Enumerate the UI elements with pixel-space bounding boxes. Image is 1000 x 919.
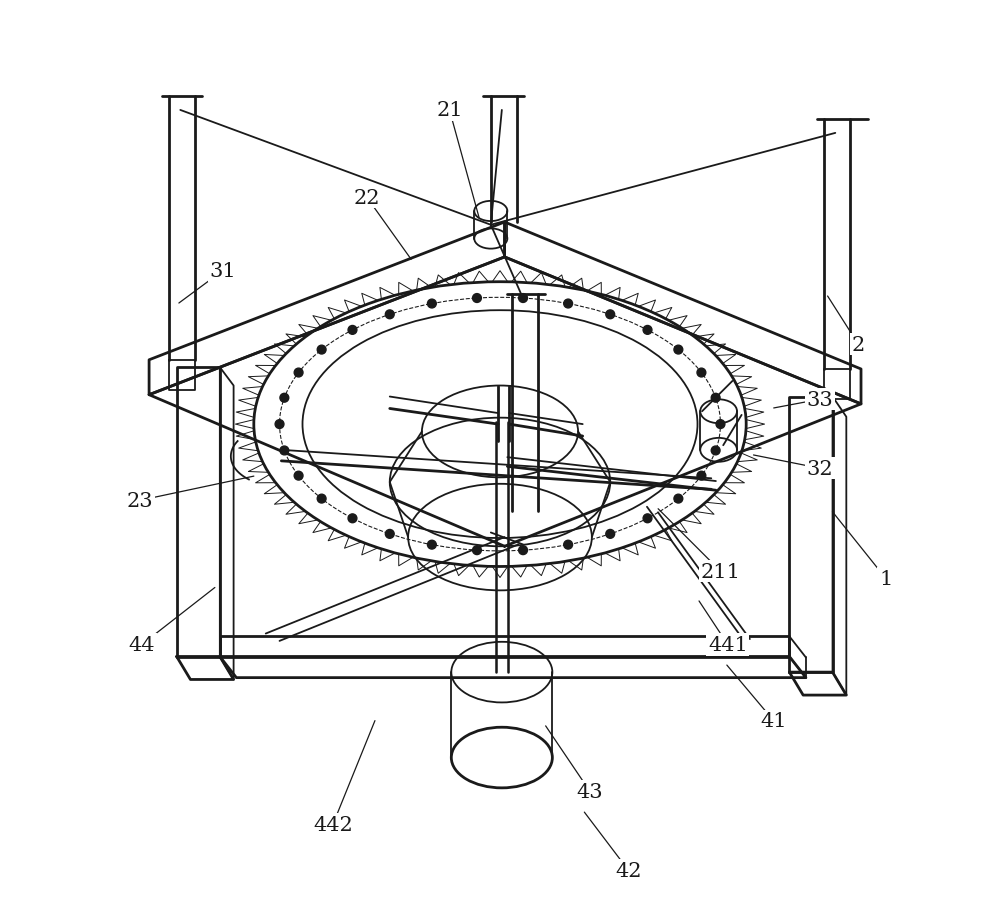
Circle shape [275,420,284,429]
Text: 43: 43 [577,782,603,801]
Circle shape [427,300,436,309]
Text: 31: 31 [209,262,236,281]
Text: 41: 41 [760,711,787,731]
Circle shape [606,311,615,320]
Text: 211: 211 [700,562,740,581]
Text: 44: 44 [128,635,155,654]
Circle shape [697,471,706,481]
Circle shape [711,447,720,455]
Circle shape [606,530,615,539]
Circle shape [716,420,725,429]
Text: 22: 22 [354,188,380,208]
Circle shape [294,369,303,378]
Text: 33: 33 [806,391,833,409]
Circle shape [674,346,683,355]
Circle shape [643,515,652,523]
Circle shape [348,515,357,523]
Circle shape [317,494,326,504]
Circle shape [280,447,289,455]
Text: 42: 42 [615,861,642,880]
Circle shape [519,546,527,555]
Circle shape [697,369,706,378]
Circle shape [280,394,289,403]
Text: 1: 1 [879,569,893,588]
Circle shape [427,540,436,550]
Circle shape [564,300,573,309]
Circle shape [643,326,652,335]
Text: 21: 21 [436,101,463,120]
Text: 441: 441 [708,635,748,654]
Circle shape [348,326,357,335]
Circle shape [473,546,481,555]
Text: 32: 32 [806,460,833,478]
Circle shape [317,346,326,355]
Circle shape [473,294,481,303]
Text: 2: 2 [852,335,865,355]
Circle shape [385,530,394,539]
Circle shape [385,311,394,320]
Circle shape [564,540,573,550]
Circle shape [294,471,303,481]
Text: 23: 23 [127,492,153,510]
Circle shape [674,494,683,504]
Circle shape [519,294,527,303]
Text: 442: 442 [313,815,353,834]
Circle shape [711,394,720,403]
